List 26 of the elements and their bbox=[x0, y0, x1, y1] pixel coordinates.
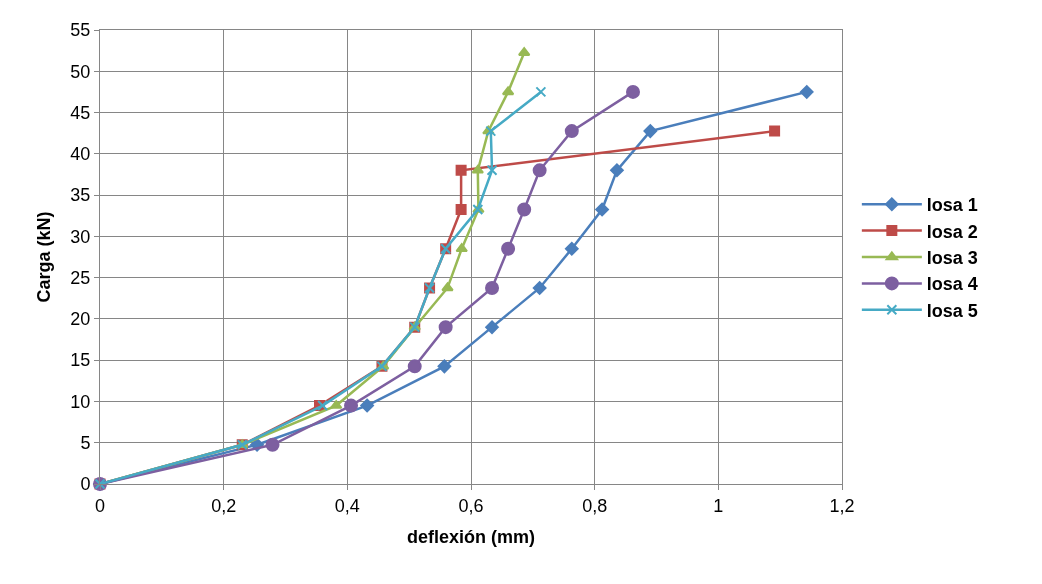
y-tick-label: 35 bbox=[70, 185, 91, 206]
y-tick-label: 25 bbox=[70, 267, 91, 288]
x-tick-label: 0,6 bbox=[458, 495, 484, 516]
legend-label: losa 2 bbox=[926, 221, 978, 242]
legend-label: losa 1 bbox=[926, 195, 978, 216]
y-tick-label: 15 bbox=[70, 350, 91, 371]
x-tick-label: 1 bbox=[713, 495, 724, 516]
legend-label: losa 3 bbox=[926, 248, 978, 269]
y-tick-label: 5 bbox=[80, 433, 91, 454]
y-tick-label: 55 bbox=[70, 20, 91, 41]
x-tick-label: 1,2 bbox=[829, 495, 855, 516]
y-tick-label: 40 bbox=[70, 144, 91, 165]
y-axis-title: Carga (kN) bbox=[33, 211, 54, 303]
y-tick-label: 10 bbox=[70, 391, 91, 412]
x-tick-label: 0,4 bbox=[334, 495, 360, 516]
x-axis-title: deflexión (mm) bbox=[406, 526, 536, 547]
y-tick-label: 0 bbox=[80, 474, 91, 495]
x-tick-label: 0,2 bbox=[211, 495, 237, 516]
y-tick-label: 45 bbox=[70, 102, 91, 123]
y-tick-label: 50 bbox=[70, 61, 91, 82]
y-tick-label: 30 bbox=[70, 226, 91, 247]
x-tick-label: 0 bbox=[94, 495, 106, 516]
x-tick-label: 0,8 bbox=[582, 495, 608, 516]
legend-label: losa 4 bbox=[926, 274, 978, 295]
y-tick-label: 20 bbox=[70, 309, 91, 330]
legend-label: losa 5 bbox=[926, 300, 978, 321]
